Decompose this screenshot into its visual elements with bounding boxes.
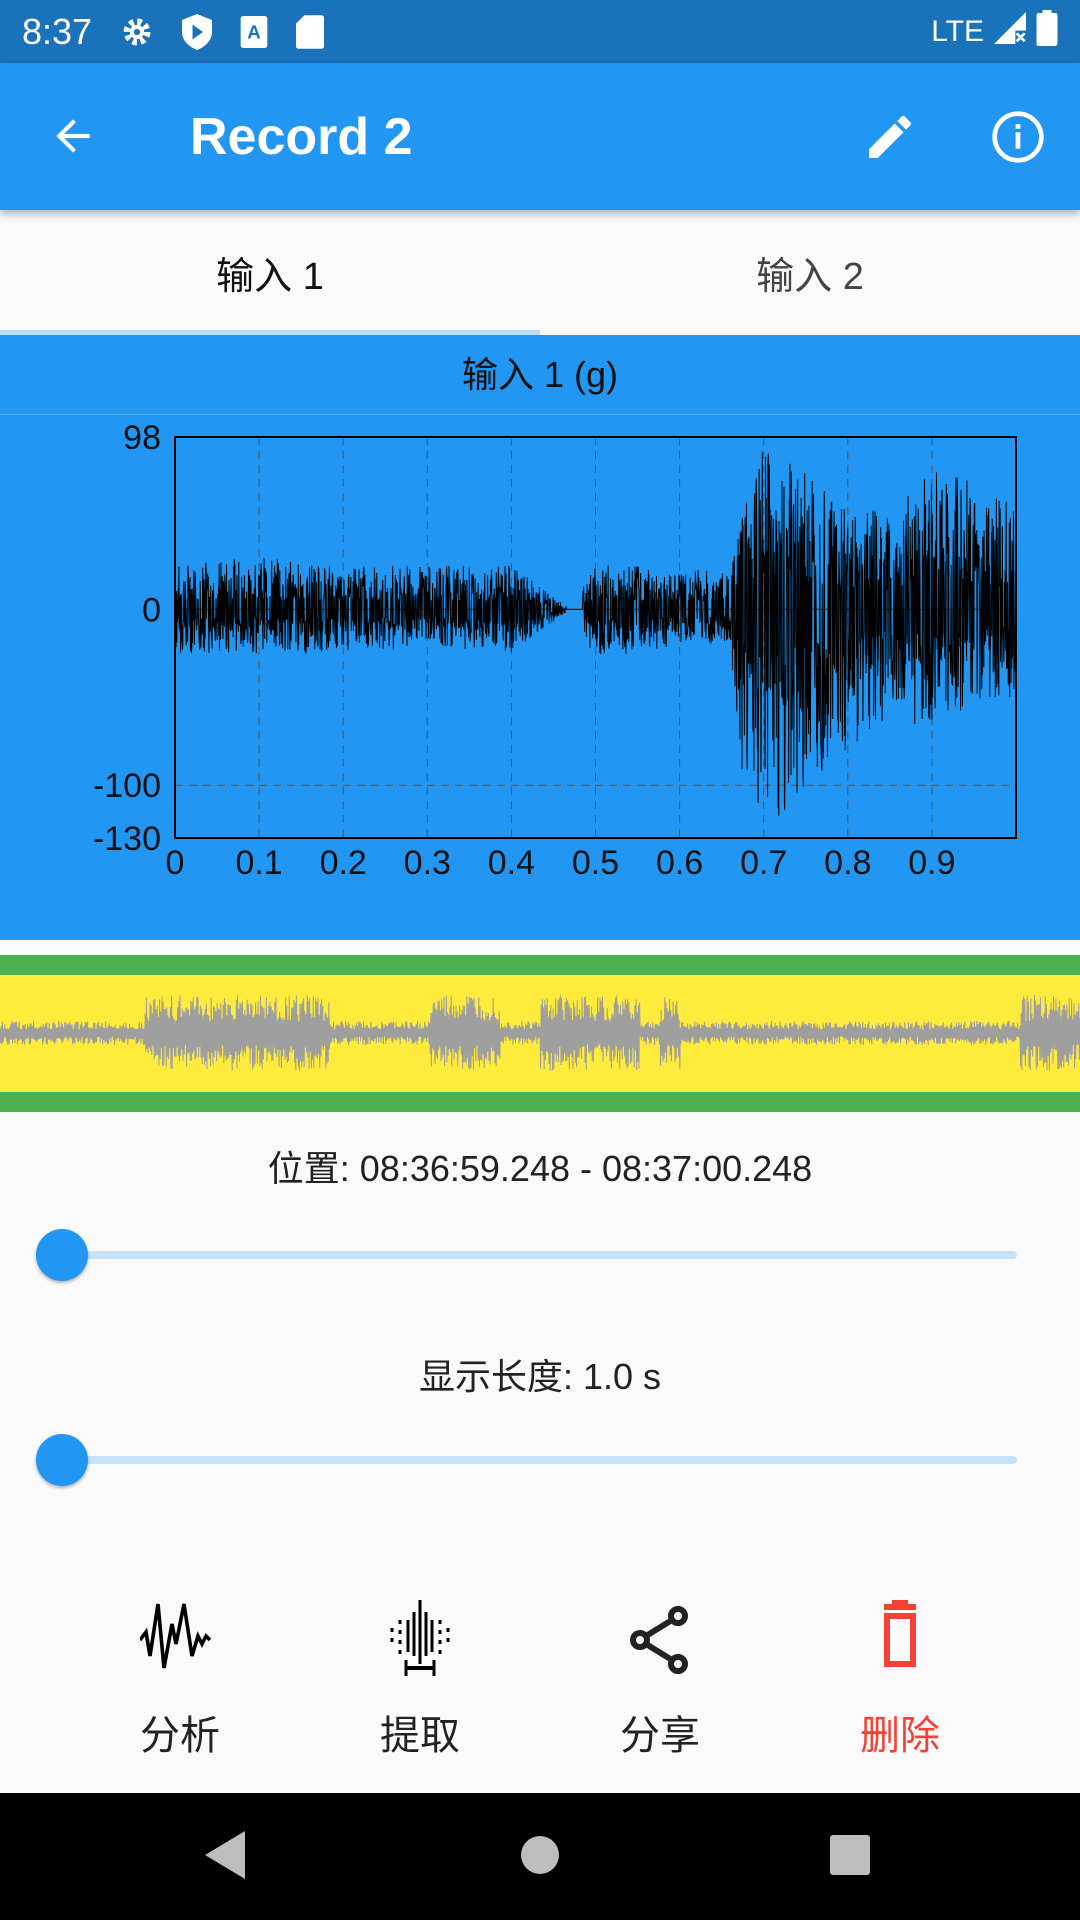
battery-icon [1036, 9, 1058, 54]
position-slider[interactable] [36, 1229, 1017, 1281]
tab-indicator [0, 330, 540, 335]
sd-card-icon [296, 14, 325, 49]
svg-text:A: A [247, 21, 260, 42]
share-icon [620, 1600, 700, 1685]
overview-line [0, 994, 1080, 1071]
action-label: 删除 [860, 1714, 940, 1758]
status-time: 8:37 [22, 10, 93, 52]
x-tick-label: 0.7 [740, 844, 787, 882]
slider-thumb[interactable] [36, 1434, 88, 1486]
plot-frame [174, 436, 1017, 839]
info-icon[interactable] [990, 109, 1046, 170]
signal-icon [994, 11, 1026, 52]
status-bar: 8:37 A LTE [0, 0, 1080, 63]
x-tick-label: 0.2 [320, 844, 367, 882]
waveform-icon [138, 1600, 220, 1685]
navigation-bar [0, 1793, 1080, 1920]
waveform-chart[interactable]: 0 0.1 0.2 0.3 0.4 0.5 0.6 0.7 0.8 0.9 98 0 -100 -130 [0, 415, 1080, 940]
position-label: 位置: 08:36:59.248 - 08:37:00.248 [267, 1148, 813, 1189]
tab-input-2[interactable]: 输入 2 [540, 210, 1080, 335]
extract-button[interactable]: 提取 [340, 1600, 500, 1761]
overview-waveform [0, 975, 1080, 1092]
y-tick-label: 98 [123, 419, 161, 457]
analyze-button[interactable]: 分析 [100, 1600, 260, 1761]
action-label: 分享 [620, 1714, 700, 1758]
a-text-icon: A [240, 15, 268, 48]
gear-icon [120, 15, 154, 49]
x-tick-label: 0.1 [235, 844, 282, 882]
action-bar: 分析 提取 分享 删除 [0, 1600, 1080, 1761]
app-bar: Record 2 [0, 63, 1080, 210]
tab-bar: 输入 1 输入 2 [0, 210, 1080, 335]
extract-icon [380, 1600, 460, 1685]
overview-strip[interactable] [0, 955, 1080, 1112]
x-tick-label: 0 [166, 844, 185, 882]
tab-input-1[interactable]: 输入 1 [0, 210, 540, 335]
waveform-line [174, 452, 1017, 816]
chart-title: 输入 1 (g) [0, 335, 1080, 415]
page-title: Record 2 [190, 107, 413, 166]
action-label: 分析 [140, 1714, 220, 1758]
display-length-slider[interactable] [36, 1434, 1017, 1486]
arrow-left-icon[interactable] [48, 111, 98, 166]
display-length-label: 显示长度: 1.0 s [418, 1356, 662, 1397]
home-circle-icon[interactable] [520, 1835, 560, 1880]
tab-label: 输入 2 [756, 256, 864, 298]
play-protect-icon [182, 13, 213, 50]
x-tick-label: 0.8 [824, 844, 871, 882]
x-tick-label: 0.9 [908, 844, 955, 882]
action-label: 提取 [380, 1714, 460, 1758]
chart-panel: 输入 1 (g) 0 0.1 0.2 0.3 0.4 0.5 0.6 0.7 0.8 0.9 98 0… [0, 335, 1080, 940]
recents-square-icon[interactable] [830, 1835, 870, 1880]
delete-button[interactable]: 删除 [820, 1600, 980, 1761]
trash-icon [860, 1600, 940, 1685]
pencil-icon[interactable] [862, 109, 918, 170]
slider-thumb[interactable] [36, 1229, 88, 1281]
x-tick-label: 0.3 [404, 844, 451, 882]
x-tick-label: 0.6 [656, 844, 703, 882]
y-tick-label: 0 [142, 591, 161, 629]
x-tick-label: 0.4 [488, 844, 535, 882]
network-type: LTE [931, 14, 984, 48]
x-tick-label: 0.5 [572, 844, 619, 882]
tab-label: 输入 1 [216, 256, 324, 298]
y-tick-label: -130 [93, 820, 161, 858]
y-tick-label: -100 [93, 767, 161, 805]
back-triangle-icon[interactable] [205, 1831, 245, 1884]
share-button[interactable]: 分享 [580, 1600, 740, 1761]
